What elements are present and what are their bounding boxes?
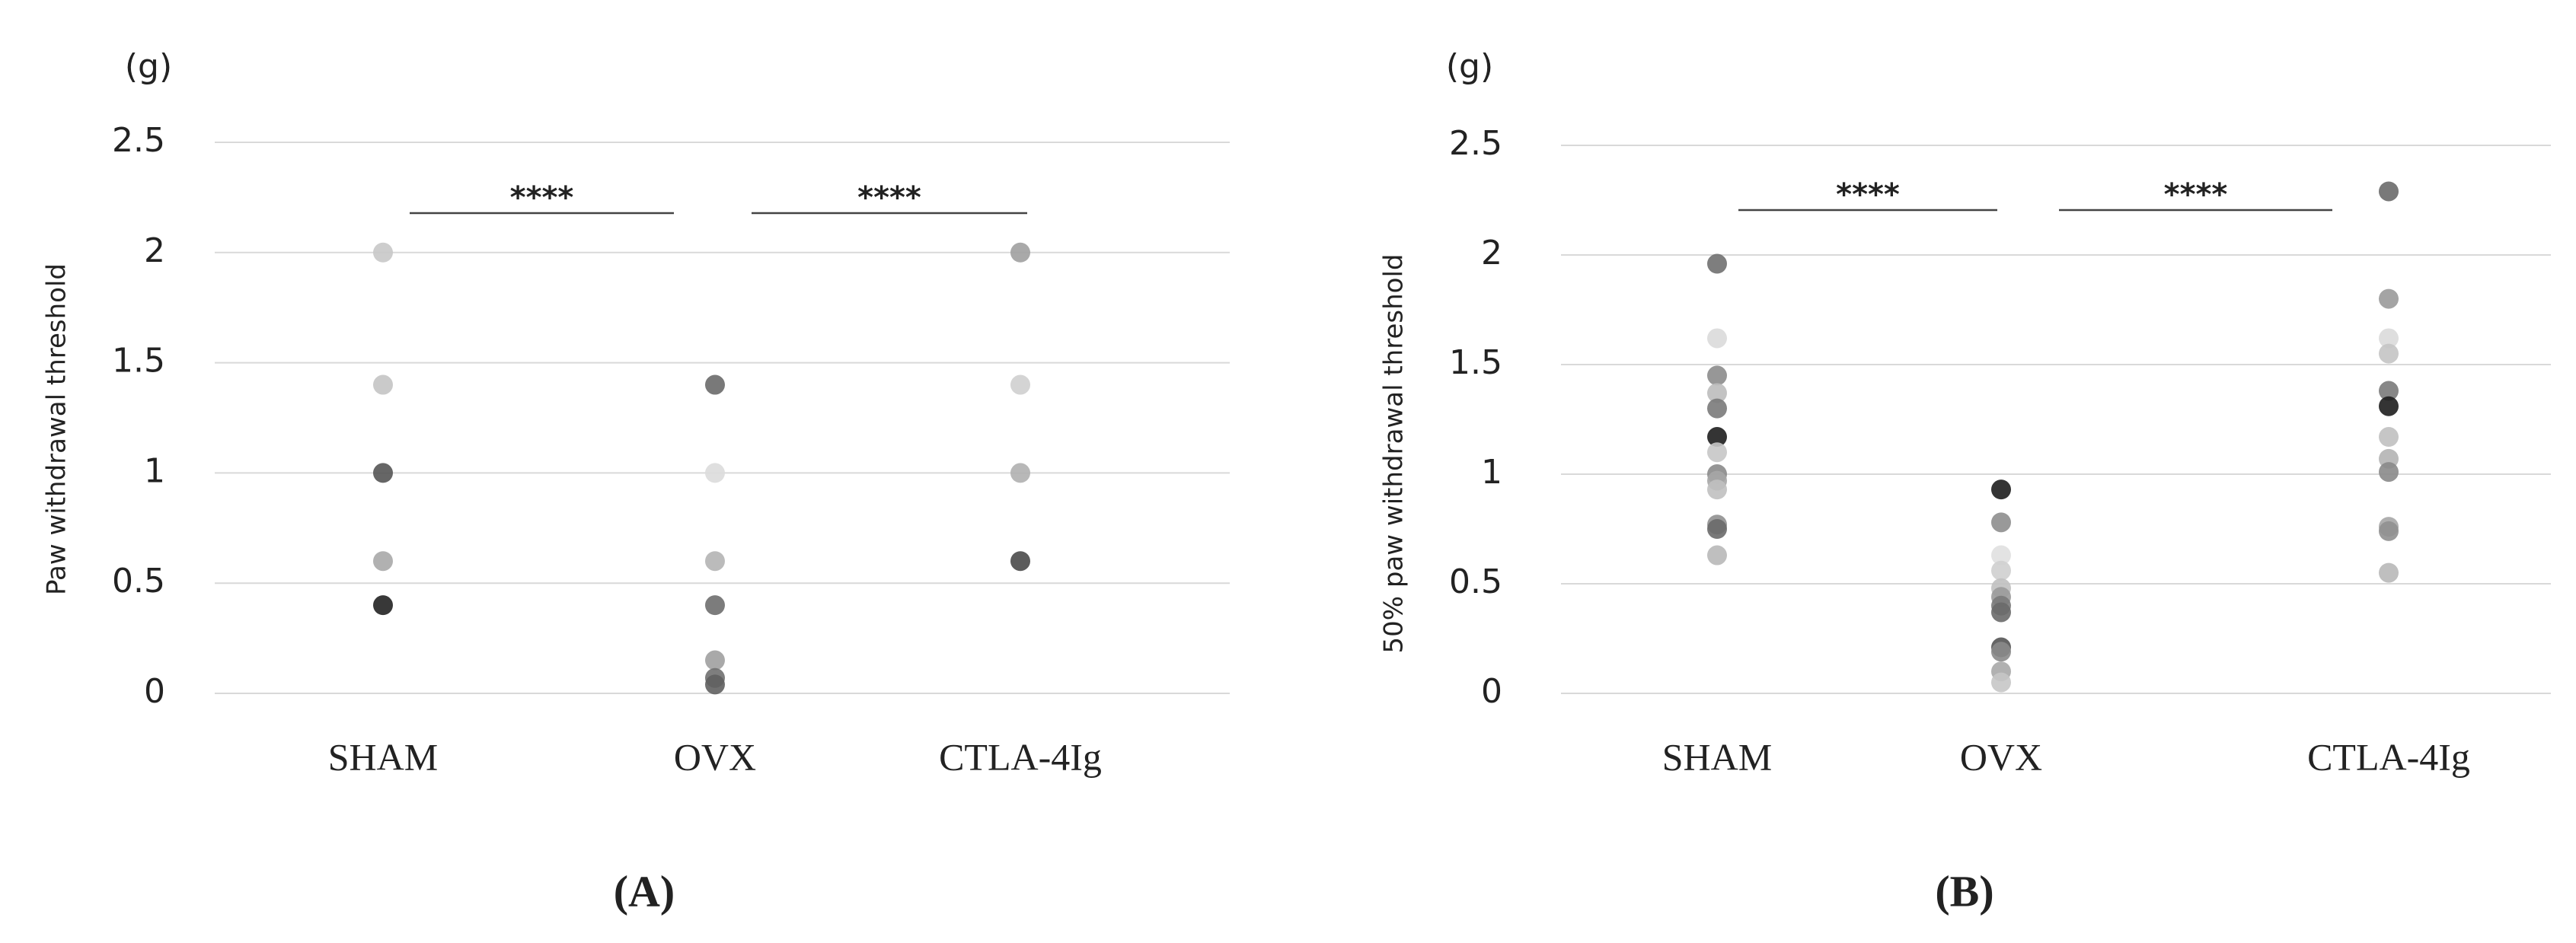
data-point xyxy=(705,551,725,572)
data-point xyxy=(705,674,725,695)
data-point xyxy=(1707,545,1727,565)
panel-label: (A) xyxy=(614,866,675,916)
data-point xyxy=(705,650,725,671)
significance-label: **** xyxy=(2164,177,2228,212)
y-tick-label: 2 xyxy=(1481,234,1502,272)
data-point xyxy=(1707,479,1727,500)
x-tick-label: SHAM xyxy=(1662,735,1772,778)
panel-label: (B) xyxy=(1935,866,1993,916)
y-tick-label: 0 xyxy=(1481,672,1502,711)
data-point xyxy=(2379,462,2399,483)
data-point xyxy=(2379,328,2399,349)
data-point xyxy=(373,551,393,572)
data-point xyxy=(1010,374,1030,395)
y-axis-label: Paw withdrawal threshold xyxy=(42,263,72,595)
data-point xyxy=(2379,427,2399,448)
y-tick-label: 1.5 xyxy=(112,342,165,381)
data-point xyxy=(2379,562,2399,583)
data-point xyxy=(705,595,725,616)
data-point xyxy=(2379,396,2399,416)
data-point xyxy=(1707,253,1727,274)
data-point xyxy=(1991,512,2011,533)
y-tick-label: 2.5 xyxy=(112,121,165,160)
y-tick-label: 1 xyxy=(144,451,165,490)
data-point xyxy=(373,242,393,263)
data-point xyxy=(2379,288,2399,309)
data-point xyxy=(1991,672,2011,693)
data-point xyxy=(1991,560,2011,581)
data-point xyxy=(1707,427,1727,448)
x-tick-label: CTLA-4Ig xyxy=(2307,735,2470,778)
x-tick-label: CTLA-4Ig xyxy=(939,735,1102,778)
data-point xyxy=(373,374,393,395)
data-point xyxy=(1707,383,1727,403)
y-tick-label: 0.5 xyxy=(1449,562,1502,601)
data-point xyxy=(705,463,725,483)
data-point xyxy=(1010,551,1030,572)
data-point xyxy=(1010,242,1030,263)
data-point xyxy=(373,595,393,616)
unit-label: (g) xyxy=(1446,47,1493,86)
data-point xyxy=(1707,398,1727,419)
y-tick-label: 0 xyxy=(144,672,165,711)
data-point xyxy=(1707,328,1727,349)
data-point xyxy=(2379,521,2399,541)
y-tick-label: 1.5 xyxy=(1449,343,1502,382)
data-point xyxy=(373,463,393,483)
data-point xyxy=(1707,519,1727,539)
data-point xyxy=(1010,463,1030,483)
data-point xyxy=(1707,365,1727,386)
y-tick-label: 0.5 xyxy=(112,562,165,601)
data-point xyxy=(1991,545,2011,565)
x-tick-label: OVX xyxy=(1960,735,2042,778)
data-point xyxy=(1991,602,2011,623)
data-point xyxy=(1991,479,2011,500)
data-point xyxy=(1991,642,2011,662)
data-point xyxy=(2379,343,2399,364)
unit-label: (g) xyxy=(125,47,172,86)
data-point xyxy=(1707,442,1727,463)
significance-label: **** xyxy=(1836,177,1900,212)
significance-label: **** xyxy=(510,180,574,215)
significance-label: **** xyxy=(857,180,921,215)
y-tick-label: 1 xyxy=(1481,453,1502,492)
data-point xyxy=(705,374,725,395)
data-point xyxy=(2379,181,2399,202)
data-point xyxy=(2379,381,2399,401)
y-axis-label: 50% paw withdrawal threshold xyxy=(1379,254,1409,654)
x-tick-label: SHAM xyxy=(328,735,438,778)
y-tick-label: 2.5 xyxy=(1449,124,1502,163)
x-tick-label: OVX xyxy=(674,735,756,778)
y-tick-label: 2 xyxy=(144,231,165,270)
